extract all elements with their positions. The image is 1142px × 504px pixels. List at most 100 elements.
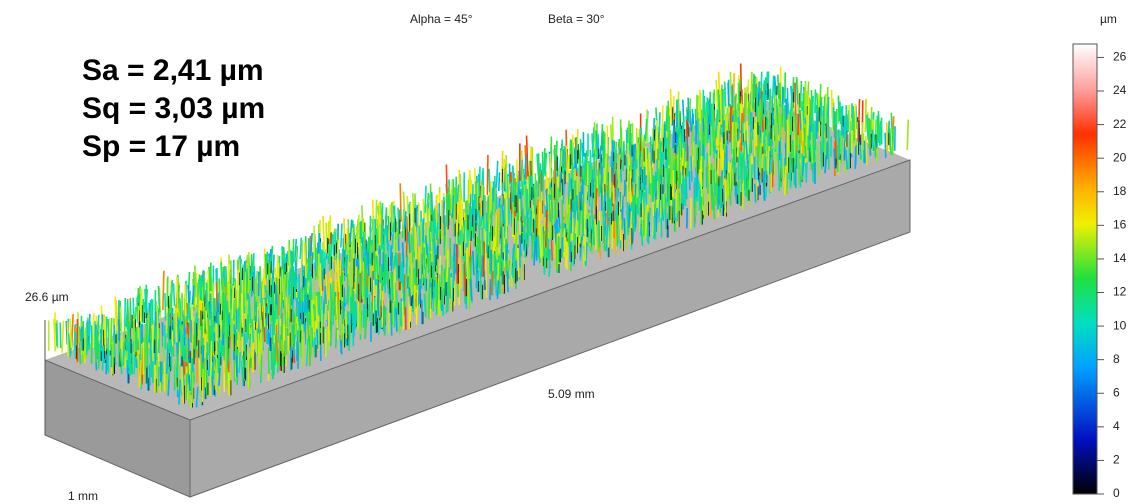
texture-spike [496, 161, 497, 188]
colorbar-tick-label: 0 [1113, 486, 1120, 500]
texture-spike [499, 172, 500, 191]
texture-spike [730, 106, 731, 142]
texture-spike [632, 195, 633, 225]
texture-spike [56, 323, 57, 346]
texture-spike [357, 269, 358, 299]
texture-spike [177, 353, 178, 378]
alpha-label: Alpha = 45° [410, 12, 473, 26]
texture-spike [865, 141, 866, 164]
texture-spike [130, 301, 131, 328]
texture-spike [348, 274, 349, 302]
texture-spike [805, 84, 806, 118]
texture-spike [200, 275, 201, 300]
texture-spike [498, 208, 499, 246]
texture-spike [553, 169, 554, 197]
texture-spike [595, 219, 596, 250]
texture-spike [431, 283, 432, 300]
texture-spike [116, 300, 117, 331]
texture-spike [623, 141, 624, 171]
texture-spike [725, 82, 726, 106]
texture-spike [815, 89, 816, 113]
texture-spike [341, 224, 342, 248]
texture-spike [149, 318, 150, 343]
parameter: Sa = 2,41 µm [82, 54, 264, 87]
texture-spike [478, 270, 479, 292]
texture-spike [736, 186, 737, 204]
texture-spike [333, 234, 334, 256]
texture-spike [238, 270, 239, 300]
texture-spike [215, 356, 216, 390]
texture-spike [502, 234, 503, 258]
texture-spike [592, 170, 593, 193]
texture-spike [163, 271, 164, 310]
texture-spike [120, 307, 121, 336]
texture-spike [844, 140, 845, 160]
texture-spike [319, 254, 320, 288]
texture-spike [880, 121, 881, 146]
texture-spike [718, 186, 719, 209]
texture-spike [674, 200, 675, 221]
texture-spike [354, 314, 355, 337]
texture-spike [322, 250, 323, 271]
texture-spike [157, 305, 158, 339]
texture-spike [385, 207, 386, 233]
parameter: Sq = 3,03 µm [82, 92, 265, 125]
texture-spike [482, 227, 483, 255]
texture-spike [655, 218, 656, 240]
texture-spike [679, 160, 680, 189]
texture-spike [598, 138, 599, 159]
texture-spike [129, 325, 130, 353]
texture-spike [189, 375, 190, 392]
texture-spike [765, 95, 766, 115]
height-label: 26.6 µm [25, 290, 69, 304]
texture-spike [875, 134, 876, 157]
texture-spike [289, 269, 290, 295]
texture-spike [513, 166, 514, 187]
texture-spike [828, 139, 829, 169]
texture-spike [416, 205, 417, 226]
texture-spike [513, 257, 514, 278]
texture-spike [212, 376, 213, 395]
texture-spike [590, 150, 591, 172]
colorbar-tick-label: 20 [1113, 150, 1127, 164]
texture-spike [490, 279, 491, 300]
texture-spike [646, 147, 647, 175]
texture-spike [890, 128, 891, 154]
texture-spike [796, 152, 797, 169]
texture-spike [197, 311, 198, 336]
texture-spike [887, 122, 888, 153]
texture-spike [656, 208, 657, 232]
texture-spike [603, 201, 604, 226]
texture-spike [678, 147, 679, 178]
texture-spike [167, 277, 168, 307]
texture-spike [810, 99, 811, 125]
texture-spike [437, 283, 438, 308]
texture-spike [469, 256, 470, 284]
texture-spike [216, 323, 217, 355]
texture-spike [346, 311, 347, 339]
texture-spike [721, 176, 722, 201]
texture-spike [811, 132, 812, 164]
texture-spike [293, 314, 294, 344]
texture-spike [204, 358, 205, 385]
colorbar-tick-label: 6 [1113, 385, 1120, 399]
texture-spike [794, 131, 795, 158]
texture-spike [361, 271, 362, 299]
texture-spike [242, 293, 243, 327]
texture-spike [346, 228, 347, 258]
texture-spike [747, 172, 748, 198]
texture-spike [686, 175, 687, 199]
texture-spike [676, 133, 677, 154]
texture-spike [750, 156, 751, 185]
texture-spike [709, 169, 710, 202]
texture-spike [272, 319, 273, 344]
texture-spike [776, 116, 777, 149]
texture-spike [417, 290, 418, 325]
texture-spike [197, 283, 198, 312]
texture-spike [628, 206, 629, 232]
texture-spike [68, 322, 69, 357]
texture-spike [825, 94, 826, 124]
texture-spike [744, 142, 745, 162]
texture-spike [103, 346, 104, 371]
texture-spike [592, 206, 593, 233]
